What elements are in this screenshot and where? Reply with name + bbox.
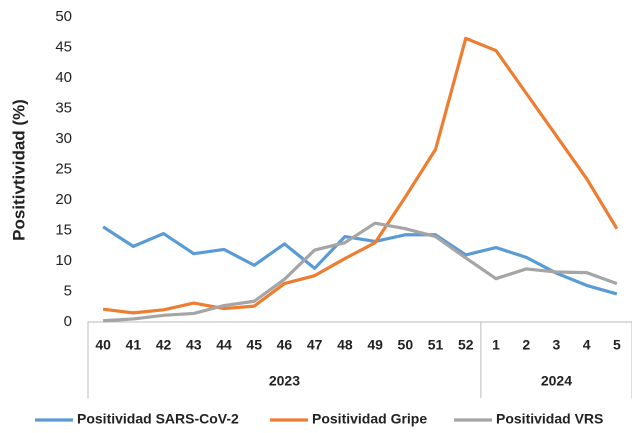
group-label: 2023 — [269, 373, 300, 389]
y-tick-label: 30 — [55, 130, 72, 147]
y-tick-label: 15 — [55, 221, 72, 238]
x-tick-label: 48 — [337, 337, 353, 353]
x-tick-label: 45 — [246, 337, 262, 353]
x-tick-label: 4 — [583, 337, 591, 353]
x-tick-label: 41 — [126, 337, 142, 353]
legend-label: Positividad Gripe — [312, 411, 427, 427]
series-line — [103, 221, 618, 323]
x-tick-label: 47 — [307, 337, 323, 353]
x-tick-label: 3 — [553, 337, 561, 353]
series-line — [102, 225, 618, 296]
x-tick-label: 51 — [428, 337, 444, 353]
x-tick-label: 40 — [95, 337, 111, 353]
y-tick-label: 25 — [55, 160, 72, 177]
group-label: 2024 — [541, 373, 572, 389]
y-axis-label: Positivtividad (%) — [9, 99, 28, 241]
series-line — [102, 36, 619, 315]
x-tick-label: 52 — [458, 337, 474, 353]
legend-label: Positividad VRS — [496, 411, 603, 427]
x-tick-label: 2 — [522, 337, 530, 353]
legend-label: Positividad SARS-CoV-2 — [77, 411, 239, 427]
y-tick-label: 10 — [55, 252, 72, 269]
x-tick-label: 42 — [156, 337, 172, 353]
y-tick-label: 45 — [55, 38, 72, 55]
y-tick-label: 40 — [55, 69, 72, 86]
y-tick-label: 20 — [55, 191, 72, 208]
x-tick-label: 5 — [613, 337, 621, 353]
x-tick-label: 1 — [492, 337, 500, 353]
y-tick-label: 0 — [64, 313, 72, 330]
x-tick-label: 49 — [367, 337, 383, 353]
y-tick-label: 50 — [55, 8, 72, 25]
y-tick-label: 35 — [55, 99, 72, 116]
x-tick-label: 43 — [186, 337, 202, 353]
y-tick-label: 5 — [64, 282, 72, 299]
x-tick-label: 46 — [277, 337, 293, 353]
x-tick-label: 50 — [398, 337, 414, 353]
x-tick-label: 44 — [216, 337, 232, 353]
